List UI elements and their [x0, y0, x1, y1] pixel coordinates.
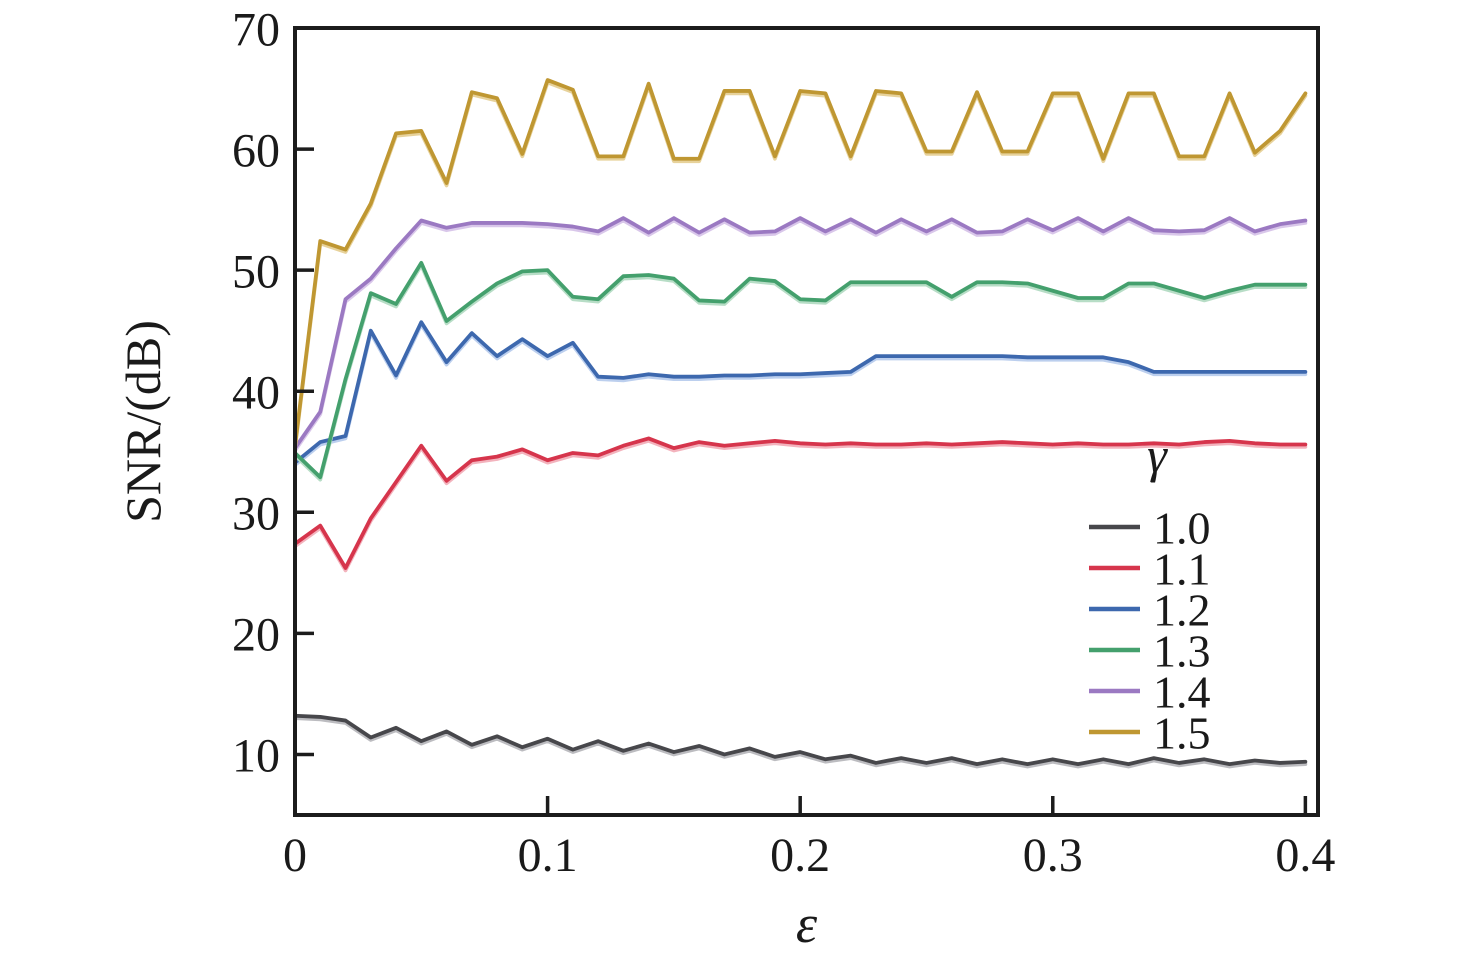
- legend-label-gamma-1.3: 1.3: [1153, 626, 1211, 677]
- y-axis-title: SNR/(dB): [115, 320, 171, 523]
- y-tick-label: 50: [232, 245, 280, 298]
- y-tick-label: 10: [232, 730, 280, 783]
- x-tick-label: 0.1: [518, 829, 578, 882]
- series-halo-gamma-1.4: [293, 218, 1308, 453]
- legend-label-gamma-1.1: 1.1: [1153, 544, 1211, 595]
- series-line-gamma-1.3: [293, 260, 1308, 480]
- series-halo-gamma-1.0: [293, 716, 1308, 769]
- legend-label-gamma-1.0: 1.0: [1153, 503, 1211, 554]
- y-tick-label: 70: [232, 3, 280, 56]
- series-halo-gamma-1.5: [293, 80, 1308, 451]
- y-tick-label: 40: [232, 367, 280, 420]
- x-axis-title: ε: [796, 894, 818, 954]
- legend-label-gamma-1.2: 1.2: [1153, 585, 1211, 636]
- y-tick-label: 60: [232, 124, 280, 177]
- series-line-gamma-1.2: [293, 320, 1308, 465]
- x-tick-label: 0.2: [770, 829, 830, 882]
- x-tick-label: 0.4: [1275, 829, 1335, 882]
- x-tick-label: 0.3: [1023, 829, 1083, 882]
- series-line-gamma-1.4: [293, 216, 1308, 451]
- legend-label-gamma-1.4: 1.4: [1153, 667, 1211, 718]
- series-line-gamma-1.1: [293, 436, 1308, 570]
- legend-label-gamma-1.5: 1.5: [1153, 708, 1211, 759]
- legend-title: γ: [1147, 427, 1168, 483]
- series-line-gamma-1.0: [293, 713, 1308, 767]
- x-tick-label: 0: [283, 829, 307, 882]
- series-halo-gamma-1.3: [293, 263, 1308, 482]
- y-tick-label: 20: [232, 609, 280, 662]
- series-line-gamma-1.5: [293, 78, 1308, 448]
- y-tick-label: 30: [232, 488, 280, 541]
- plot-border: [293, 26, 1320, 817]
